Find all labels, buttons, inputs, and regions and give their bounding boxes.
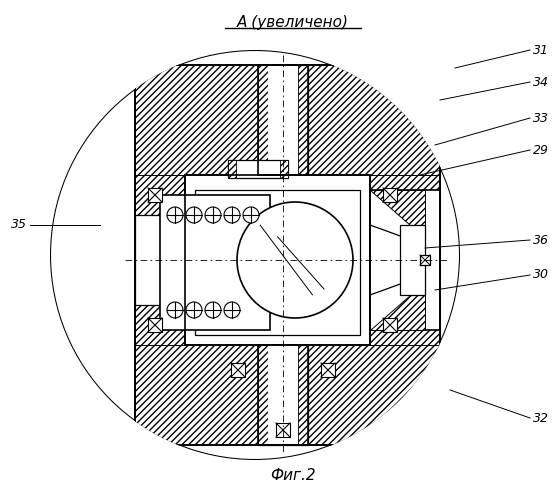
Bar xyxy=(298,65,308,175)
Bar xyxy=(370,175,440,345)
Text: 32: 32 xyxy=(533,412,549,424)
Bar xyxy=(258,345,308,445)
Bar xyxy=(400,225,425,295)
Circle shape xyxy=(224,207,240,223)
Bar xyxy=(258,345,268,445)
Bar xyxy=(268,345,298,445)
Bar xyxy=(258,65,308,175)
Bar xyxy=(135,65,440,445)
Bar xyxy=(298,345,308,445)
Bar xyxy=(135,215,160,305)
Circle shape xyxy=(237,202,353,318)
Polygon shape xyxy=(370,295,425,330)
Bar xyxy=(185,175,370,345)
Bar xyxy=(308,345,440,445)
Bar xyxy=(135,65,258,175)
Bar xyxy=(308,65,440,175)
Text: А (увеличено): А (увеличено) xyxy=(237,14,349,30)
Circle shape xyxy=(167,302,183,318)
Bar xyxy=(268,65,298,175)
Bar xyxy=(258,345,308,445)
Bar xyxy=(420,255,430,265)
Bar xyxy=(228,160,288,178)
Bar xyxy=(231,363,245,377)
Bar xyxy=(148,188,162,202)
Bar xyxy=(280,160,288,178)
Text: 30: 30 xyxy=(533,268,549,281)
Bar xyxy=(135,65,440,445)
Bar xyxy=(383,318,397,332)
Bar xyxy=(383,188,397,202)
Text: 34: 34 xyxy=(533,76,549,88)
Circle shape xyxy=(186,207,202,223)
Circle shape xyxy=(243,207,259,223)
Circle shape xyxy=(224,302,240,318)
Bar xyxy=(276,423,290,437)
Bar xyxy=(258,65,308,175)
Bar xyxy=(370,190,440,330)
Bar xyxy=(321,363,335,377)
Polygon shape xyxy=(135,65,258,175)
Bar xyxy=(185,175,370,345)
Circle shape xyxy=(50,50,460,460)
Text: Фиг.2: Фиг.2 xyxy=(270,468,316,482)
Bar xyxy=(228,160,236,178)
Circle shape xyxy=(186,302,202,318)
Bar xyxy=(258,65,308,175)
Bar xyxy=(148,318,162,332)
Text: 29: 29 xyxy=(533,144,549,156)
Text: 31: 31 xyxy=(533,44,549,57)
Circle shape xyxy=(167,207,183,223)
Bar xyxy=(135,175,185,345)
Text: 36: 36 xyxy=(533,234,549,246)
Text: 35: 35 xyxy=(11,218,27,232)
Bar xyxy=(195,190,360,335)
Bar xyxy=(258,345,308,445)
Bar xyxy=(135,345,258,445)
Polygon shape xyxy=(370,190,425,225)
Bar xyxy=(160,195,270,330)
Circle shape xyxy=(205,207,221,223)
Text: 33: 33 xyxy=(533,112,549,124)
Bar xyxy=(258,65,268,175)
Circle shape xyxy=(205,302,221,318)
